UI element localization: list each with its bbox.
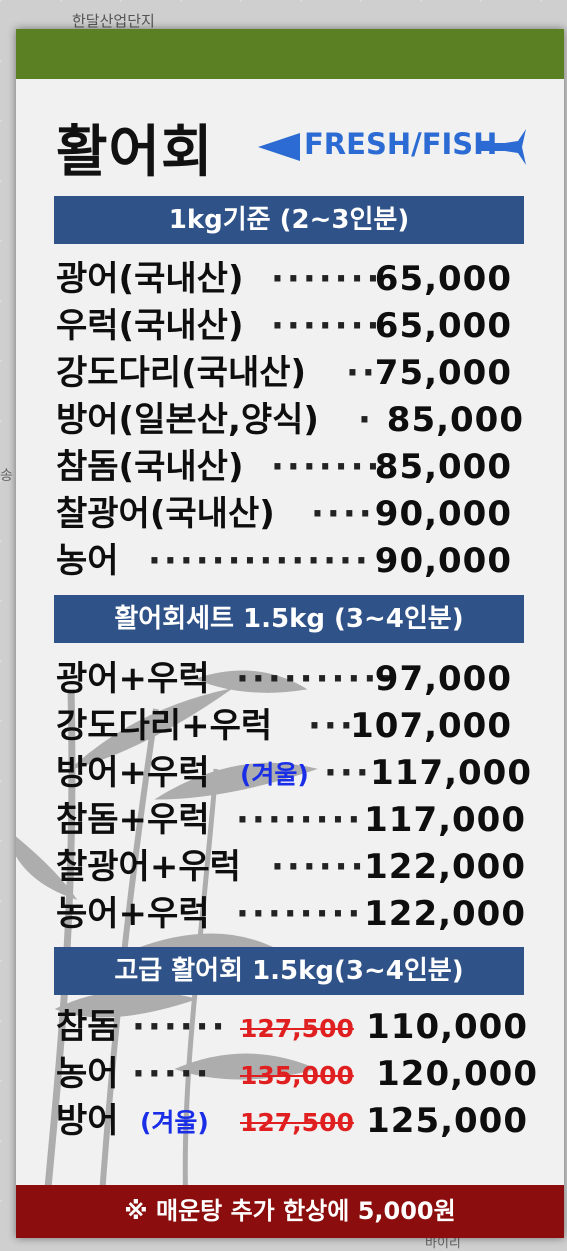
item-price: 85,000 <box>374 447 512 487</box>
menu-item: 광어(국내산) ······· 65,000 <box>56 256 526 302</box>
map-label: 바이리 <box>425 1236 461 1251</box>
item-name: 찰광어+우럭 <box>56 847 241 887</box>
item-dots: ·········· <box>236 659 396 699</box>
item-name: 광어+우럭 <box>56 659 210 699</box>
item-price: 125,000 <box>366 1101 528 1141</box>
menu-item: 참돔 ······ 127,500 110,000 <box>56 1004 528 1050</box>
menu-item: 광어+우럭 ·········· 97,000 <box>56 656 526 702</box>
item-name: 농어 <box>56 541 119 581</box>
menu-item: 우럭(국내산) ······· 65,000 <box>56 303 526 349</box>
item-dots: ·· <box>346 353 378 393</box>
menu-popup: 활어회 FRESH/FISH 1kg기준 (2~3인분) 광어(국내산) ···… <box>16 29 564 1238</box>
item-price: 65,000 <box>374 259 512 299</box>
logo-text: FRESH/FISH <box>304 127 498 161</box>
item-dots: ······· <box>271 306 383 346</box>
item-price: 65,000 <box>374 306 512 346</box>
fresh-fish-logo: FRESH/FISH <box>256 123 561 171</box>
item-price: 90,000 <box>374 494 512 534</box>
footer-note: ※ 매운탕 추가 한상에 5,000원 <box>16 1185 564 1238</box>
item-price: 122,000 <box>364 894 526 934</box>
section-header: 1kg기준 (2~3인분) <box>54 196 524 244</box>
menu-item: 방어 (겨울) 127,500 125,000 <box>56 1098 528 1144</box>
item-dots: ······· <box>271 447 383 487</box>
top-bar <box>16 29 564 79</box>
menu-item: 농어+우럭 ········ 122,000 <box>56 891 526 937</box>
item-price: 122,000 <box>364 847 526 887</box>
menu-item: 강도다리(국내산) ·· 75,000 <box>56 350 526 396</box>
section-header: 활어회세트 1.5kg (3~4인분) <box>54 595 524 643</box>
item-dots: ········ <box>236 800 364 840</box>
item-dots: ··· <box>308 706 356 746</box>
item-dots: ····· <box>132 1054 212 1094</box>
item-price: 75,000 <box>374 353 512 393</box>
item-price: 117,000 <box>370 753 532 793</box>
item-name: 찰광어(국내산) <box>56 494 275 534</box>
item-name: 광어(국내산) <box>56 259 244 299</box>
item-dots: · <box>358 400 374 440</box>
item-name: 농어+우럭 <box>56 894 210 934</box>
menu-item: 방어(일본산,양식) · 85,000 <box>56 397 526 443</box>
menu-item: 참돔(국내산) ······· 85,000 <box>56 444 526 490</box>
item-price: 107,000 <box>350 706 512 746</box>
item-price: 120,000 <box>376 1054 538 1094</box>
map-label: 송 <box>0 468 13 484</box>
item-name: 우럭(국내산) <box>56 306 244 346</box>
menu-item: 강도다리+우럭 ··· 107,000 <box>56 703 526 749</box>
section-header: 고급 활어회 1.5kg(3~4인분) <box>54 947 524 995</box>
item-price: 97,000 <box>374 659 512 699</box>
item-name: 참돔(국내산) <box>56 447 244 487</box>
item-name: 농어 <box>56 1054 119 1094</box>
item-name: 방어(일본산,양식) <box>56 400 319 440</box>
item-price: 85,000 <box>386 400 524 440</box>
item-dots: ········ <box>236 894 364 934</box>
item-price: 110,000 <box>366 1007 528 1047</box>
item-name: 방어+우럭 <box>56 753 210 793</box>
item-dots: ··· <box>324 753 372 793</box>
item-name: 강도다리(국내산) <box>56 353 307 393</box>
menu-item: 찰광어(국내산) ···· 90,000 <box>56 491 526 537</box>
item-name: 방어 <box>56 1101 119 1141</box>
item-price: 117,000 <box>364 800 526 840</box>
item-dots: ·············· <box>148 541 371 581</box>
item-name: 강도다리+우럭 <box>56 706 273 746</box>
old-price: 135,000 <box>240 1061 354 1090</box>
old-price: 127,500 <box>240 1108 354 1137</box>
page-title: 활어회 <box>56 120 214 185</box>
item-dots: ······ <box>271 847 367 887</box>
item-dots: ···· <box>311 494 375 534</box>
season-note: (겨울) <box>240 760 309 789</box>
menu-item: 방어+우럭 (겨울) ··· 117,000 <box>56 750 531 796</box>
item-dots: ······ <box>132 1007 228 1047</box>
menu-item: 찰광어+우럭 ······ 122,000 <box>56 844 526 890</box>
menu-item: 농어 ·············· 90,000 <box>56 538 526 584</box>
item-name: 참돔+우럭 <box>56 800 210 840</box>
map-label: 한달산업단지 <box>72 12 155 30</box>
old-price: 127,500 <box>240 1014 354 1043</box>
menu-item: 농어 ····· 135,000 120,000 <box>56 1051 537 1097</box>
item-price: 90,000 <box>374 541 512 581</box>
item-name: 참돔 <box>56 1007 119 1047</box>
fish-logo-icon <box>258 129 526 165</box>
item-dots: ······· <box>271 259 383 299</box>
season-note: (겨울) <box>140 1108 209 1137</box>
menu-item: 참돔+우럭 ········ 117,000 <box>56 797 526 843</box>
